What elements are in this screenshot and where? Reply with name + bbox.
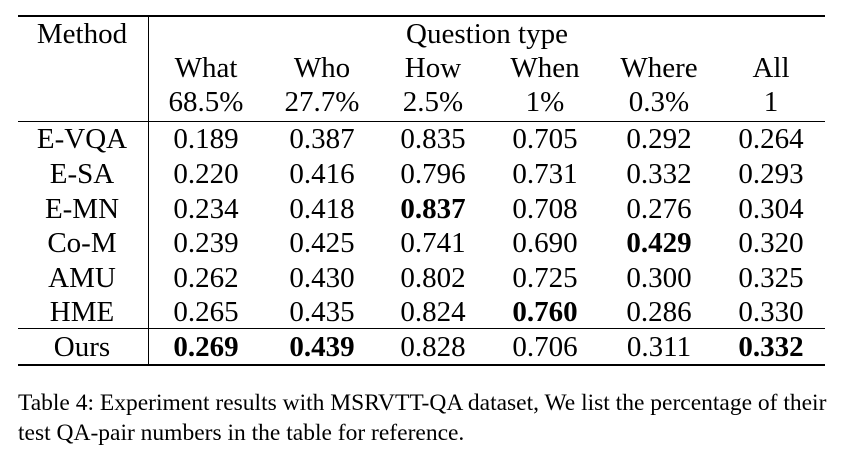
row-method-label: AMU <box>48 262 116 294</box>
table-cell: 0.828 <box>400 331 466 363</box>
table-cell: 0.300 <box>626 262 692 294</box>
table-cell: 0.731 <box>512 158 578 190</box>
table-cell: 0.705 <box>512 123 578 155</box>
row-method-label: E-VQA <box>36 123 128 155</box>
table-cell: 0.292 <box>626 123 692 155</box>
table-cell: 0.425 <box>289 227 355 259</box>
table-cell: 0.439 <box>289 331 355 363</box>
table-cell: 0.239 <box>173 227 239 259</box>
table-cell: 0.835 <box>400 123 466 155</box>
table-caption: Table 4: Experiment results with MSRVTT-… <box>18 390 827 446</box>
column-share-what: 68.5% <box>168 86 244 118</box>
question-type-header: Question type <box>406 18 568 50</box>
row-method-label: E-SA <box>49 158 115 190</box>
column-header-where: Where <box>620 52 698 84</box>
column-header-what: What <box>174 52 238 84</box>
table-cell: 0.430 <box>289 262 355 294</box>
table-cell: 0.760 <box>512 296 578 328</box>
table-cell: 0.265 <box>173 296 239 328</box>
column-header-when: When <box>510 52 580 84</box>
column-share-how: 2.5% <box>402 86 464 118</box>
row-method-label: E-MN <box>44 193 120 225</box>
table-cell: 0.416 <box>289 158 355 190</box>
table-cell: 0.387 <box>289 123 355 155</box>
row-method-label: Co-M <box>47 227 117 259</box>
table-cell: 0.837 <box>400 193 466 225</box>
table-cell: 0.418 <box>289 193 355 225</box>
table-cell: 0.330 <box>738 296 804 328</box>
table-top-rule <box>18 15 825 17</box>
table-cell: 0.325 <box>738 262 804 294</box>
table-cell: 0.320 <box>738 227 804 259</box>
table-cell: 0.276 <box>626 193 692 225</box>
table-cell: 0.304 <box>738 193 804 225</box>
table-cell: 0.264 <box>738 123 804 155</box>
table-cell: 0.234 <box>173 193 239 225</box>
table-cell: 0.796 <box>400 158 466 190</box>
table-cell: 0.708 <box>512 193 578 225</box>
table-cell: 0.725 <box>512 262 578 294</box>
table-cell: 0.741 <box>400 227 466 259</box>
row-method-label: HME <box>49 296 115 328</box>
table-cell: 0.824 <box>400 296 466 328</box>
column-header-all: All <box>752 52 790 84</box>
table-cell: 0.269 <box>173 331 239 363</box>
table-cell: 0.706 <box>512 331 578 363</box>
table-bottom-rule <box>18 364 825 366</box>
table-cell: 0.690 <box>512 227 578 259</box>
table-cell: 0.429 <box>626 227 692 259</box>
row-method-label: Ours <box>53 331 111 363</box>
table-cell: 0.332 <box>626 158 692 190</box>
table-cell: 0.220 <box>173 158 239 190</box>
table-cell: 0.189 <box>173 123 239 155</box>
table-cell: 0.802 <box>400 262 466 294</box>
column-share-where: 0.3% <box>628 86 690 118</box>
table-cell: 0.286 <box>626 296 692 328</box>
column-share-when: 1% <box>525 86 565 118</box>
ours-separator-rule <box>18 328 825 329</box>
column-share-who: 27.7% <box>284 86 360 118</box>
column-share-all: 1 <box>763 86 779 118</box>
method-header: Method <box>36 18 128 50</box>
header-rule <box>18 121 825 122</box>
column-header-how: How <box>404 52 462 84</box>
method-column-divider <box>148 15 149 364</box>
table-cell: 0.293 <box>738 158 804 190</box>
table-cell: 0.332 <box>738 331 804 363</box>
column-header-who: Who <box>293 52 351 84</box>
table-cell: 0.262 <box>173 262 239 294</box>
table-cell: 0.435 <box>289 296 355 328</box>
table-cell: 0.311 <box>626 331 692 363</box>
